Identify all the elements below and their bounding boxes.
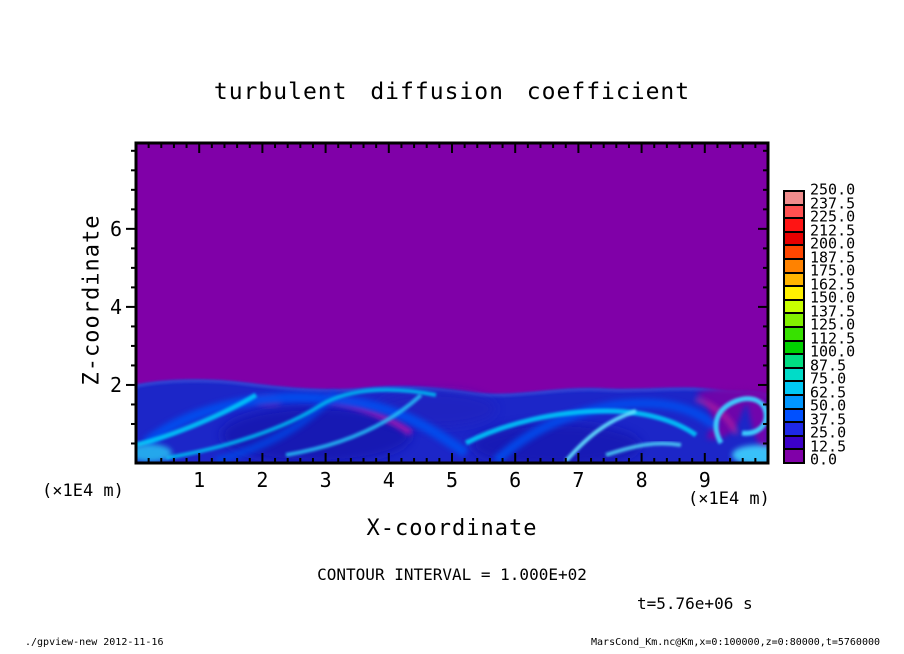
footer-tool-version: ./gpview-new 2012-11-16 — [25, 637, 164, 648]
colorbar-tick-label: 62.5 — [810, 383, 847, 401]
x-tick-label: 4 — [382, 468, 395, 492]
colorbar-cell — [785, 287, 803, 301]
colorbar-tick-label: 125.0 — [810, 315, 856, 334]
colorbar-cell — [785, 450, 803, 462]
colorbar-tick-label: 162.5 — [810, 275, 856, 293]
axis-tick-marks — [126, 143, 768, 463]
colorbar-tick-label: 187.5 — [810, 248, 856, 266]
colorbar-cell — [785, 327, 803, 342]
colorbar-cell — [785, 300, 803, 315]
y-tick-label: 4 — [109, 294, 122, 319]
x-tick-label: 7 — [572, 468, 585, 492]
colorbar-cell — [785, 409, 803, 424]
colorbar-cell — [785, 341, 803, 356]
heatmap-field — [136, 143, 768, 463]
colorbar-tick-label: 25.0 — [810, 423, 847, 442]
colorbar-cell — [785, 368, 803, 383]
colorbar-tick-label: 87.5 — [810, 356, 847, 374]
colorbar-tick-label: 75.0 — [810, 369, 847, 388]
y-tick-label: 2 — [109, 372, 122, 397]
plot-title: turbulent diffusion coefficient — [213, 79, 691, 105]
x-axis-unit: (×1E4 m) — [688, 489, 770, 509]
colorbar-tick-label: 12.5 — [810, 437, 847, 455]
colorbar-tick-label: 37.5 — [810, 410, 847, 428]
colorbar-tick-label: 250.0 — [810, 180, 856, 199]
colorbar-cell — [785, 259, 803, 274]
x-tick-label: 1 — [193, 468, 206, 492]
colorbar — [783, 190, 805, 464]
x-axis-label: X-coordinate — [366, 516, 538, 541]
colorbar-tick-label: 112.5 — [810, 329, 856, 347]
contour-interval-note: CONTOUR INTERVAL = 1.000E+02 — [317, 565, 587, 584]
colorbar-cell — [785, 436, 803, 451]
colorbar-tick-label: 0.0 — [810, 450, 838, 469]
colorbar-cell — [785, 423, 803, 437]
colorbar-cell — [785, 246, 803, 260]
colorbar-cell — [785, 382, 803, 396]
y-axis-unit: (×1E4 m) — [42, 481, 124, 501]
x-tick-label: 3 — [319, 468, 332, 492]
colorbar-cell — [785, 205, 803, 220]
colorbar-cell — [785, 219, 803, 233]
time-stamp: t=5.76e+06 s — [637, 594, 753, 613]
y-tick-label: 6 — [109, 216, 122, 241]
colorbar-tick-label: 100.0 — [810, 342, 856, 361]
colorbar-cell — [785, 314, 803, 328]
colorbar-tick-label: 150.0 — [810, 288, 856, 307]
x-tick-label: 2 — [256, 468, 269, 492]
x-tick-label: 8 — [635, 468, 648, 492]
colorbar-tick-label: 175.0 — [810, 261, 856, 280]
colorbar-tick-label: 200.0 — [810, 234, 856, 253]
heatmap-plot — [126, 141, 770, 465]
colorbar-cell — [785, 232, 803, 247]
colorbar-cell — [785, 355, 803, 369]
colorbar-tick-label: 225.0 — [810, 207, 856, 226]
colorbar-cell — [785, 192, 803, 206]
colorbar-tick-label: 50.0 — [810, 396, 847, 415]
colorbar-tick-label: 212.5 — [810, 221, 856, 239]
colorbar-tick-label: 137.5 — [810, 302, 856, 320]
colorbar-cell — [785, 273, 803, 288]
footer-data-source: MarsCond_Km.nc@Km,x=0:100000,z=0:80000,t… — [591, 637, 880, 648]
x-tick-label: 5 — [445, 468, 459, 492]
x-tick-label: 6 — [509, 468, 522, 492]
colorbar-tick-label: 237.5 — [810, 194, 856, 212]
colorbar-cell — [785, 395, 803, 410]
x-tick-label: 9 — [698, 468, 711, 492]
